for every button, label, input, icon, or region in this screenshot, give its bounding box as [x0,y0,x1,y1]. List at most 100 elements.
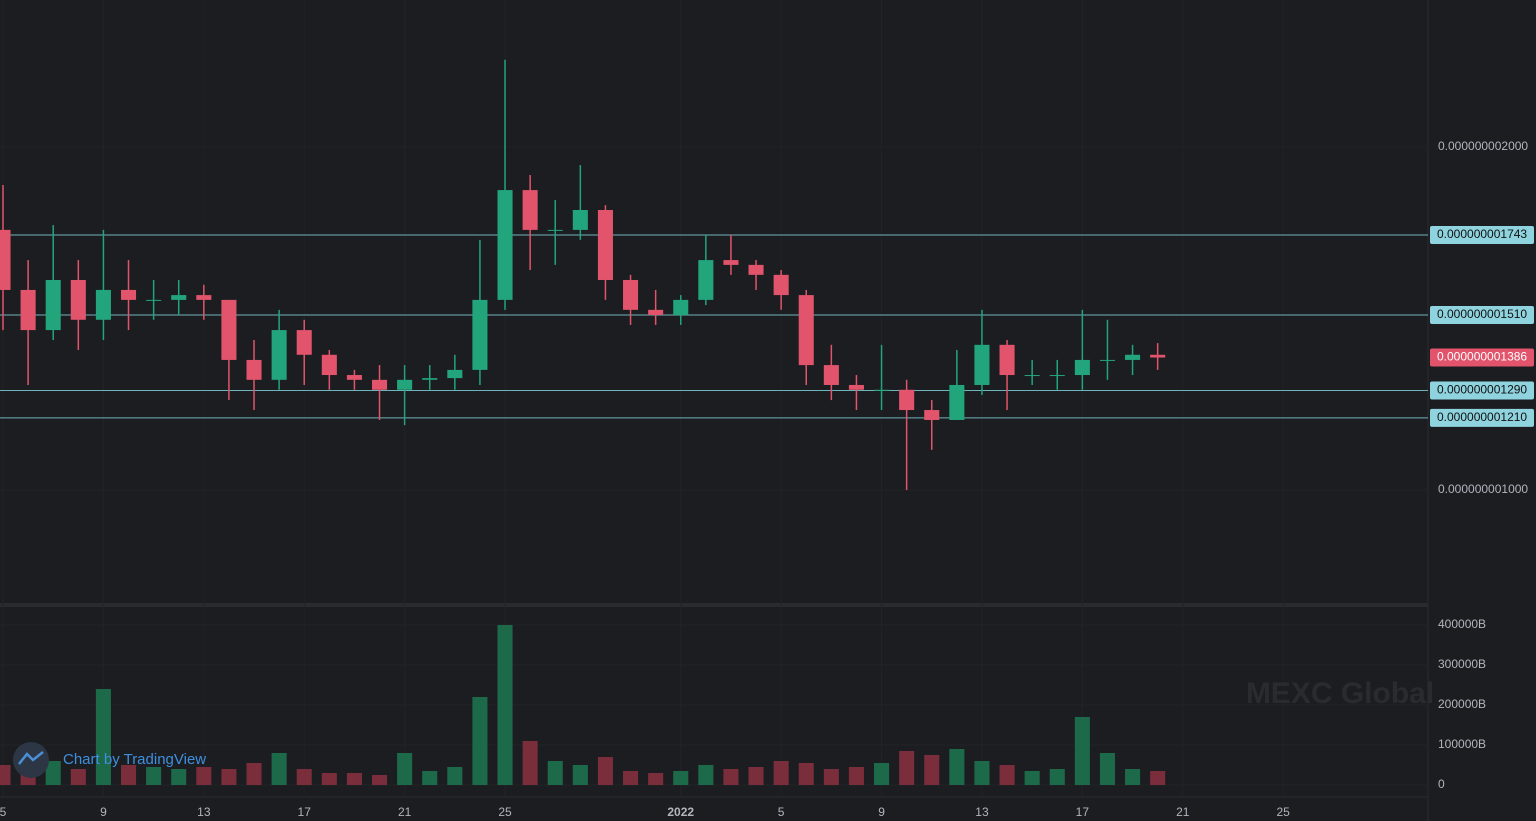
x-tick-label: 5 [778,805,785,819]
candle-body [848,384,864,390]
volume-bar [422,771,438,785]
candle-body [171,295,187,300]
volume-bar [371,775,388,785]
x-tick-label: 9 [878,805,885,819]
volume-bar [397,753,413,785]
volume-bar [572,765,588,785]
volume-bar [1150,771,1166,785]
attribution[interactable]: Chart by TradingView [63,751,206,768]
volume-bar [1049,769,1065,785]
volume-bar [1074,717,1090,785]
candle-body [472,299,488,370]
volume-bar [447,767,463,785]
volume-bar [0,765,11,785]
candle-body [748,264,764,275]
tradingview-logo [13,742,49,778]
volume-bar [522,741,538,785]
candle-body [70,279,86,320]
x-tick-label: 13 [197,805,211,819]
candle-body [246,359,262,380]
volume-bar [95,689,111,785]
volume-bar [874,763,890,785]
volume-bar [547,761,563,785]
volume-bar [1024,771,1040,785]
volume-tick-label: 0 [1438,777,1445,791]
volume-bar [723,769,739,785]
candle-body [899,389,915,411]
candle-body [773,274,789,296]
last-price-box [1430,348,1534,367]
x-tick-label: 21 [1176,805,1190,819]
level-label: 0.000000001210 [1437,410,1527,424]
candle-body [45,279,61,331]
candle-body [0,229,11,290]
candle-body [874,389,890,391]
volume-bar [974,761,990,785]
candle-body [974,344,990,385]
pane-separator [0,603,1428,607]
tradingview-logo-mark [18,751,44,765]
volume-bar [246,763,262,785]
x-tick-label: 17 [1076,805,1090,819]
candle-body [673,299,689,315]
volume-tick-label: 300000B [1438,657,1486,671]
candle-body [221,299,237,360]
volume-bar [748,767,764,785]
volume-bar [221,769,237,785]
candle-body [798,295,814,366]
candle-body [597,209,613,280]
candle-body [924,410,940,420]
candle-body [346,375,362,380]
level-label-box [1430,305,1534,324]
level-label-box [1430,226,1534,245]
candle-body [648,309,664,315]
x-tick-label: 13 [975,805,989,819]
volume-bar [899,751,915,785]
candle-body [1049,375,1065,377]
volume-bar [924,755,940,785]
volume-bar [1125,769,1141,785]
level-label-box [1430,381,1534,400]
candle-body [20,289,36,331]
volume-bar [949,749,965,785]
volume-bar [698,765,714,785]
volume-bar [673,771,689,785]
watermark: MEXC Global [1246,677,1434,710]
x-tick-label: 25 [498,805,512,819]
volume-tick-label: 400000B [1438,617,1486,631]
volume-bar [45,761,61,785]
volume-bar [773,761,789,785]
candle-body [698,260,714,300]
last-price-label: 0.000000001386 [1437,350,1527,364]
candle-body [823,365,839,385]
volume-bar [120,765,137,785]
level-label-box [1430,408,1534,427]
candle-body [447,369,463,379]
x-tick-label: 21 [398,805,412,819]
volume-tick-label: 200000B [1438,697,1486,711]
x-tick-label: 5 [0,805,7,819]
candle-body [1150,354,1166,358]
volume-bar [648,773,664,785]
candle-body [1099,359,1115,361]
candle-body [949,384,965,420]
y-tick-label: 0.000000002000 [1438,139,1528,153]
candle-body [196,295,212,300]
level-label: 0.000000001290 [1437,383,1527,397]
volume-bar [472,697,488,785]
volume-bar [70,769,86,785]
volume-tick-label: 100000B [1438,737,1486,751]
level-label: 0.000000001743 [1437,227,1527,241]
candle-body [397,379,413,390]
volume-bar [296,769,312,785]
volume-bar [623,771,639,785]
volume-bar [798,763,814,785]
candle-body [1125,354,1141,360]
x-tick-label: 9 [100,805,107,819]
volume-bar [848,767,864,785]
volume-bar [1099,753,1115,785]
volume-bar [497,625,513,785]
candle-body [522,190,538,230]
candle-body [371,379,388,390]
volume-bar [196,767,212,785]
